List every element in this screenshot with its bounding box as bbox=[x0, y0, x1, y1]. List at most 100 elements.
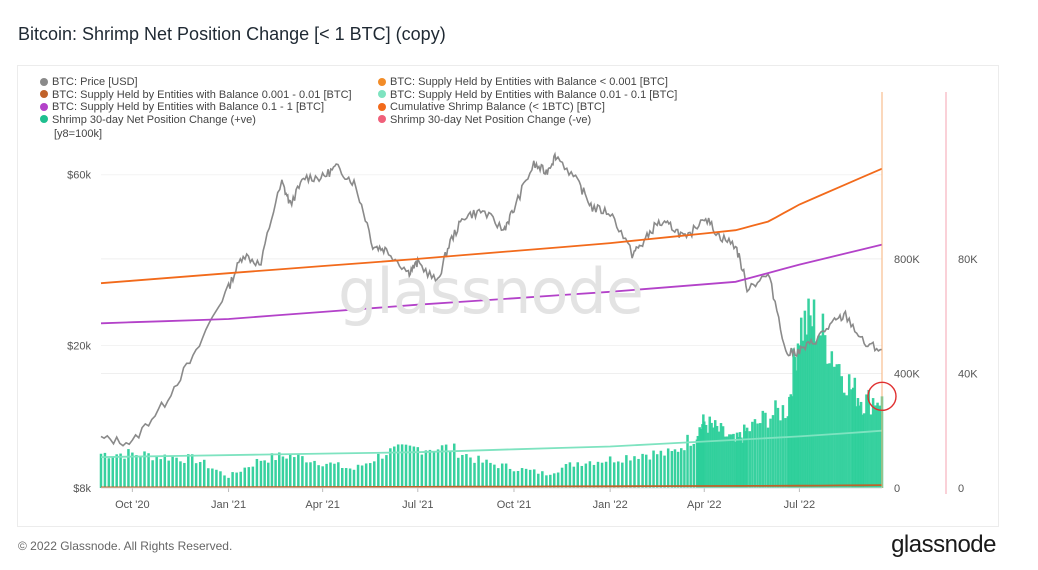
net-change-bar bbox=[810, 326, 814, 488]
net-change-bar bbox=[608, 456, 612, 488]
net-change-bar bbox=[285, 458, 288, 488]
net-change-bar bbox=[356, 464, 360, 488]
net-change-bar bbox=[440, 445, 444, 488]
net-change-bar bbox=[584, 463, 588, 488]
net-change-bar bbox=[473, 462, 476, 488]
net-change-bar bbox=[786, 416, 790, 488]
net-change-bar bbox=[516, 471, 520, 488]
balance-tick-label: 800K bbox=[894, 254, 920, 266]
net-change-bar bbox=[842, 392, 846, 488]
legend-dot-icon bbox=[378, 102, 386, 111]
net-change-bar bbox=[740, 437, 743, 488]
net-change-bar bbox=[493, 464, 496, 488]
net-change-bar bbox=[520, 468, 524, 488]
legend-dot-icon bbox=[40, 90, 48, 98]
net-change-bar bbox=[461, 454, 464, 488]
net-change-bar bbox=[859, 401, 863, 488]
net-change-bar bbox=[528, 469, 532, 488]
net-change-bar bbox=[147, 453, 150, 488]
net-change-bar bbox=[457, 457, 460, 488]
net-change-bar bbox=[364, 463, 368, 488]
net-change-bar bbox=[756, 423, 759, 488]
legend-item-supply-0001-001[interactable]: BTC: Supply Held by Entities with Balanc… bbox=[40, 89, 352, 102]
net-change-bar bbox=[352, 469, 356, 488]
net-change-bar bbox=[452, 443, 456, 488]
net-change-bar bbox=[826, 363, 829, 488]
series-line-1 bbox=[100, 167, 883, 285]
net-change-bar bbox=[469, 457, 472, 488]
net-change-bar bbox=[404, 444, 408, 488]
annotations bbox=[867, 381, 897, 412]
net-change-bar bbox=[641, 453, 644, 488]
legend-item-supply-lt-0001[interactable]: BTC: Supply Held by Entities with Balanc… bbox=[378, 76, 668, 89]
legend-item-net-change-negative[interactable]: Shrimp 30-day Net Position Change (-ve) bbox=[378, 114, 591, 127]
net-change-bar bbox=[819, 335, 822, 488]
net-change-bar bbox=[744, 431, 747, 488]
net-change-bar bbox=[560, 467, 564, 488]
net-change-bar bbox=[801, 340, 805, 488]
net-change-bar bbox=[288, 453, 292, 488]
net-change-bar bbox=[723, 436, 727, 488]
x-tick-label: Apr '21 bbox=[305, 499, 340, 511]
net-change-bar bbox=[235, 472, 238, 488]
net-change-bar bbox=[424, 450, 428, 488]
net-change-bar bbox=[325, 463, 328, 488]
net-change-bar bbox=[263, 460, 266, 488]
balance-tick-label: 400K bbox=[894, 368, 920, 380]
net-change-bar bbox=[143, 451, 146, 488]
legend-item-net-change-positive[interactable]: Shrimp 30-day Net Position Change (+ve) bbox=[40, 114, 256, 127]
net-change-bar bbox=[444, 444, 448, 488]
net-change-bar bbox=[869, 414, 873, 488]
legend-label: BTC: Price [USD] bbox=[52, 76, 138, 88]
price-tick-label: $60k bbox=[67, 170, 91, 182]
net-change-bar bbox=[477, 455, 480, 488]
net-change-bar bbox=[861, 414, 864, 488]
balance-tick-label: 0 bbox=[894, 483, 900, 495]
net-change-bar bbox=[781, 405, 785, 488]
net-change-bar bbox=[281, 456, 285, 488]
net-change-bar bbox=[855, 406, 858, 488]
page-title: Bitcoin: Shrimp Net Position Change [< 1… bbox=[18, 24, 446, 44]
net-change-bar bbox=[803, 310, 807, 488]
legend-item-supply-01-1[interactable]: BTC: Supply Held by Entities with Balanc… bbox=[40, 101, 324, 114]
net-change-bar bbox=[734, 441, 737, 488]
net-change-bar bbox=[227, 477, 230, 488]
net-change-bar bbox=[726, 436, 729, 488]
net-change-bar bbox=[753, 419, 757, 488]
net-change-bar bbox=[766, 427, 770, 488]
legend-item-supply-001-01[interactable]: BTC: Supply Held by Entities with Balanc… bbox=[378, 89, 677, 102]
net-change-bar bbox=[194, 463, 198, 488]
net-change-bar bbox=[670, 451, 674, 488]
net-change-bar bbox=[333, 463, 336, 488]
net-change-bar bbox=[231, 472, 234, 488]
net-change-bar bbox=[436, 449, 440, 488]
legend-item-price[interactable]: BTC: Price [USD] bbox=[40, 76, 138, 89]
net-change-bar bbox=[833, 366, 836, 488]
net-change-bar bbox=[795, 370, 798, 488]
net-change-bar bbox=[732, 433, 735, 488]
net-change-bar bbox=[183, 462, 186, 488]
net-change-bar bbox=[497, 468, 500, 488]
legend-item-cumulative-shrimp[interactable]: Cumulative Shrimp Balance (< 1BTC) [BTC] bbox=[378, 101, 605, 114]
net-change-bar bbox=[305, 462, 308, 488]
net-change-bar bbox=[792, 348, 795, 488]
net-change-bar bbox=[717, 431, 721, 488]
net-change-bar bbox=[344, 468, 348, 488]
net-change-bar bbox=[798, 345, 801, 488]
net-change-bar bbox=[735, 432, 739, 488]
net-change-bar bbox=[131, 452, 134, 488]
net-change-bar bbox=[428, 449, 432, 488]
net-change-bar bbox=[504, 463, 508, 488]
net-change-bar bbox=[823, 335, 827, 488]
net-change-bar bbox=[706, 432, 710, 488]
glassnode-logo[interactable]: glassnode bbox=[891, 531, 996, 558]
price-tick-label: $8k bbox=[73, 483, 91, 495]
x-tick-label: Jul '22 bbox=[784, 499, 815, 511]
net-change-bar bbox=[663, 455, 666, 488]
net-change-bar bbox=[545, 475, 548, 488]
legend-dot-icon bbox=[378, 77, 386, 86]
net-change-bar bbox=[748, 431, 751, 488]
net-change-bar bbox=[793, 357, 797, 488]
net-change-bar bbox=[713, 420, 717, 488]
legend-label: BTC: Supply Held by Entities with Balanc… bbox=[390, 76, 668, 88]
